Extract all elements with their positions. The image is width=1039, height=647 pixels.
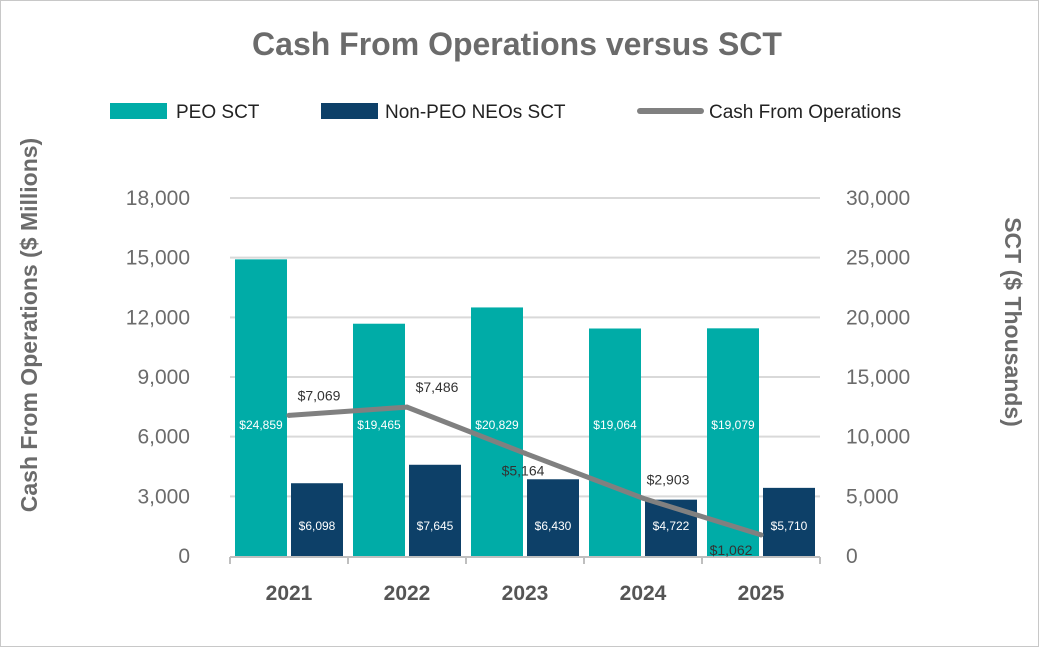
- cash-line: [286, 404, 764, 538]
- bars: [235, 259, 815, 556]
- line-label-cash: $7,069: [298, 387, 341, 403]
- y-tick-label: 9,000: [137, 366, 190, 389]
- bar-peo-sct: [707, 328, 759, 556]
- chart-title: Cash From Operations versus SCT: [252, 26, 782, 62]
- y-tick-label: 6,000: [137, 426, 190, 449]
- y2-tick-label: 25,000: [846, 247, 910, 270]
- cash-point: [758, 532, 764, 538]
- y2-tick-label: 5,000: [846, 485, 899, 508]
- y2-axis-title: SCT ($ Thousands): [1000, 217, 1026, 427]
- cash-point: [404, 404, 410, 410]
- y2-axis-ticks: 0 5,000 10,000 15,000 20,000 25,000 30,000: [846, 187, 910, 568]
- y2-tick-label: 0: [846, 545, 858, 568]
- y2-tick-label: 30,000: [846, 187, 910, 210]
- data-labels: $24,859 $6,098 $19,465 $7,645 $20,829 $6,430 $…: [239, 379, 807, 558]
- y2-tick-label: 20,000: [846, 306, 910, 329]
- line-label-cash: $5,164: [502, 462, 545, 478]
- bar-label-non-peo-sct: $6,430: [535, 519, 572, 533]
- bar-non-peo-sct: [291, 483, 343, 556]
- bar-label-non-peo-sct: $6,098: [299, 519, 336, 533]
- bar-peo-sct: [353, 323, 405, 556]
- y-axis-ticks: 0 3,000 6,000 9,000 12,000 15,000 18,000: [126, 187, 190, 568]
- bar-label-peo-sct: $24,859: [239, 418, 283, 432]
- bar-label-non-peo-sct: $5,710: [771, 519, 808, 533]
- bar-peo-sct: [471, 307, 523, 556]
- line-label-cash: $7,486: [416, 379, 459, 395]
- bar-label-peo-sct: $19,064: [593, 418, 637, 432]
- bar-label-peo-sct: $19,079: [711, 418, 755, 432]
- x-tick-label: 2024: [620, 582, 667, 605]
- bar-non-peo-sct: [409, 464, 461, 556]
- x-tick-label: 2023: [502, 582, 549, 605]
- x-axis: 2021 2022 2023 2024 2025: [229, 556, 821, 605]
- x-tick-label: 2025: [738, 582, 785, 605]
- y2-tick-label: 10,000: [846, 426, 910, 449]
- line-label-cash: $1,062: [710, 542, 753, 558]
- bar-label-non-peo-sct: $7,645: [417, 519, 454, 533]
- legend-label-cash-from-operations: Cash From Operations: [709, 102, 901, 123]
- x-tick-label: 2021: [266, 582, 313, 605]
- y-tick-label: 15,000: [126, 247, 190, 270]
- bar-label-peo-sct: $20,829: [475, 418, 519, 432]
- y2-tick-label: 15,000: [846, 366, 910, 389]
- legend: PEO SCT Non-PEO NEOs SCT Cash From Opera…: [110, 102, 901, 123]
- bar-label-non-peo-sct: $4,722: [653, 519, 690, 533]
- y-tick-label: 12,000: [126, 306, 190, 329]
- legend-label-non-peo-sct: Non-PEO NEOs SCT: [385, 102, 566, 123]
- cash-point: [640, 495, 646, 501]
- bar-non-peo-sct: [763, 487, 815, 556]
- cash-point: [522, 450, 528, 456]
- y-tick-label: 3,000: [137, 485, 190, 508]
- legend-swatch-non-peo-sct: [321, 103, 378, 119]
- cash-point: [286, 412, 292, 418]
- y-axis-title: Cash From Operations ($ Millions): [16, 138, 42, 512]
- y-tick-label: 18,000: [126, 187, 190, 210]
- x-tick-label: 2022: [384, 582, 431, 605]
- bar-non-peo-sct: [527, 479, 579, 556]
- legend-label-peo-sct: PEO SCT: [176, 102, 260, 123]
- y-tick-label: 0: [178, 545, 190, 568]
- line-label-cash: $2,903: [647, 471, 690, 487]
- legend-swatch-peo-sct: [110, 103, 167, 119]
- bar-peo-sct: [235, 259, 287, 556]
- bar-label-peo-sct: $19,465: [357, 418, 401, 432]
- bar-peo-sct: [589, 328, 641, 556]
